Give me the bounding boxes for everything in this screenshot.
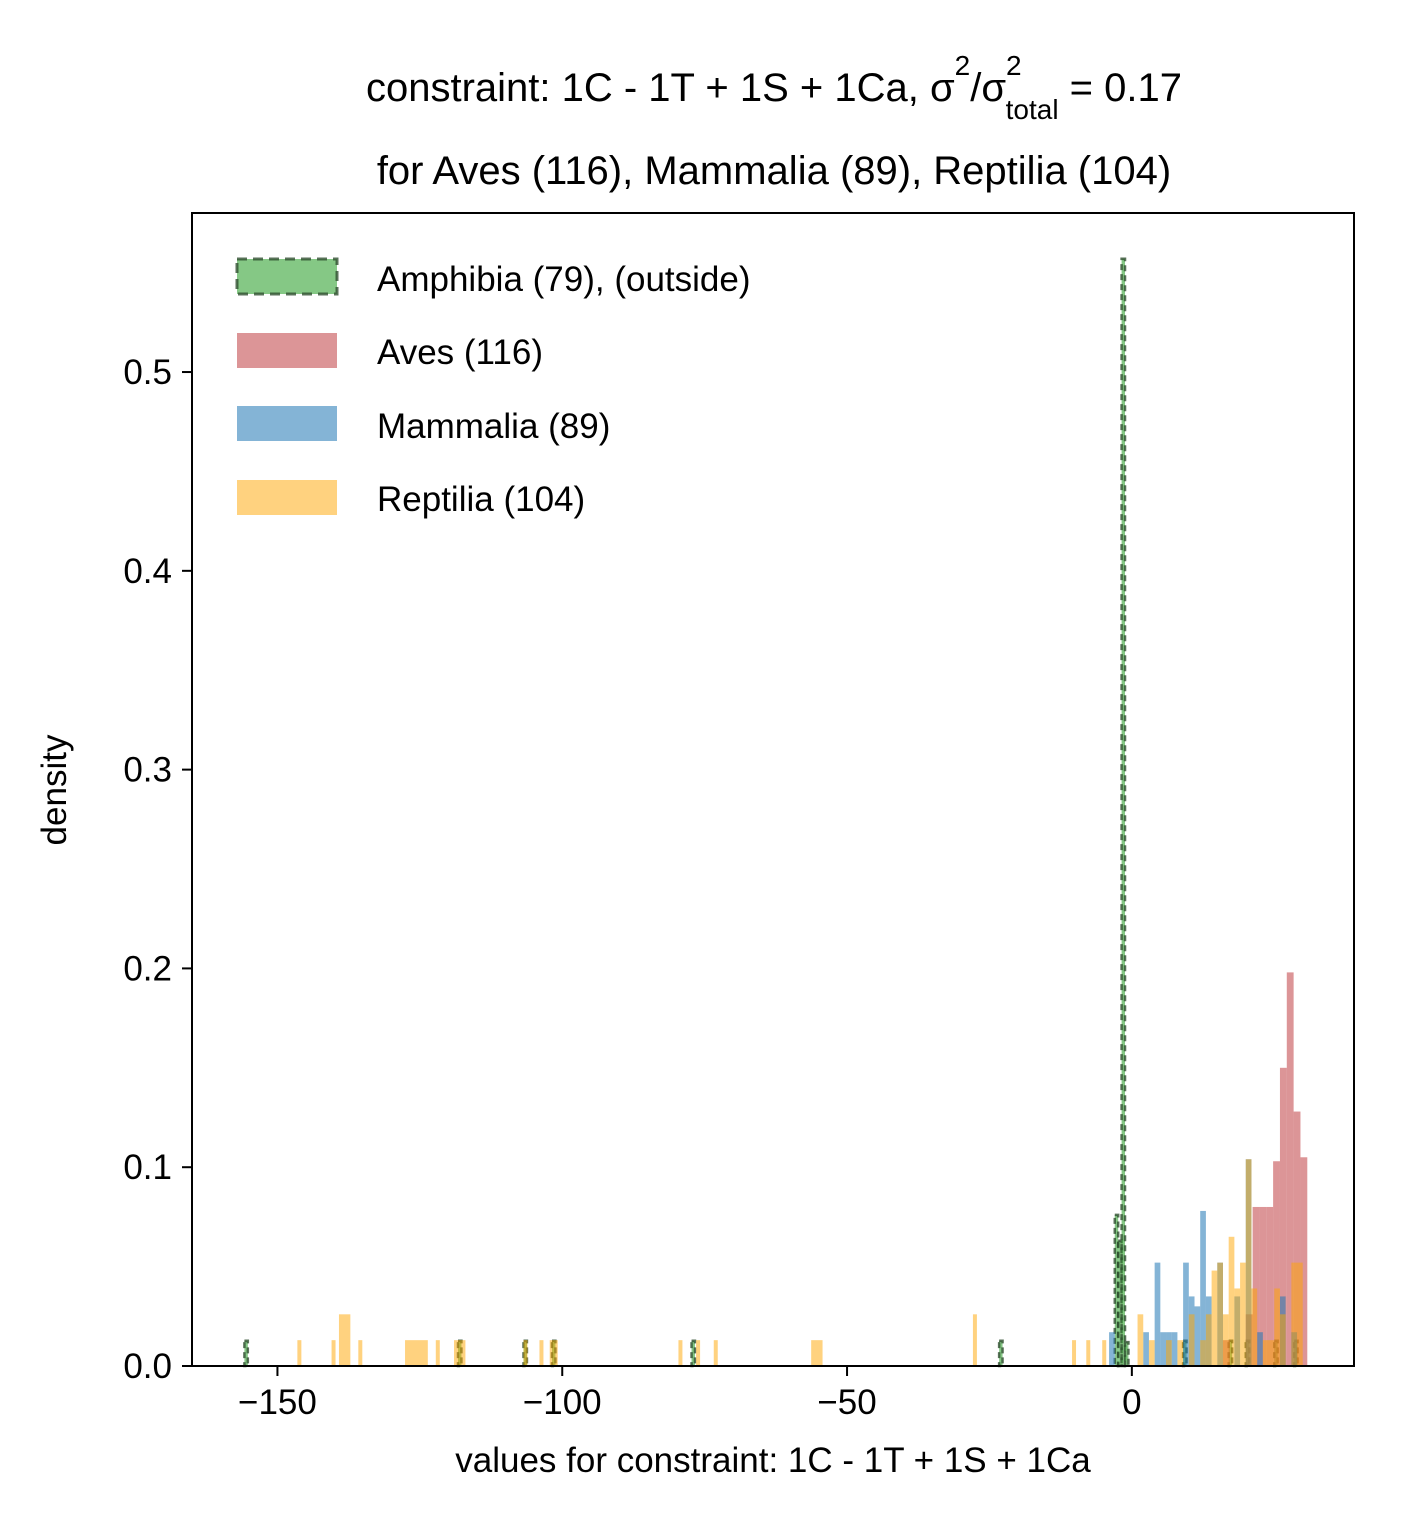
bar-reptilia-25 [1211, 1270, 1218, 1366]
bar-reptilia-33 [1262, 1340, 1269, 1366]
legend-label-aves: Aves (116) [377, 333, 543, 372]
title-superscript-2: 2 [1006, 50, 1022, 81]
axes-frame [191, 212, 1355, 1367]
bar-reptilia-31 [1245, 1159, 1252, 1366]
bar-aves-9 [1300, 1157, 1308, 1366]
chart-title-line2: for Aves (116), Mammalia (89), Reptilia … [377, 149, 1171, 193]
bar-reptilia-32 [1251, 1288, 1258, 1366]
bar-aves-7 [1286, 972, 1294, 1366]
bar-reptilia-22 [1188, 1314, 1195, 1366]
y-tick-label-4: 0.4 [123, 552, 172, 591]
bar-amphibia-6 [1113, 1213, 1120, 1368]
bar-reptilia-4 [405, 1340, 428, 1366]
x-tick-label-3: 0 [1122, 1383, 1141, 1422]
bar-reptilia-7 [523, 1340, 528, 1366]
legend-swatch-mammalia [237, 406, 337, 441]
legend-item-mammalia: Mammalia (89) [237, 406, 610, 446]
bar-mammalia-1 [1143, 1332, 1149, 1366]
y-tick-label-1: 0.1 [123, 1148, 172, 1187]
bar-reptilia-36 [1279, 1314, 1286, 1366]
bar-reptilia-10 [678, 1340, 683, 1366]
bar-aves-4 [1266, 1206, 1274, 1366]
bar-reptilia-6 [454, 1340, 466, 1366]
x-tick-label-0: −150 [238, 1383, 317, 1422]
bar-mammalia-6 [1183, 1262, 1189, 1366]
legend-swatch-aves [237, 333, 337, 368]
bar-reptilia-5 [435, 1340, 440, 1366]
bar-aves-2 [1252, 1206, 1260, 1366]
legend: Amphibia (79), (outside) Aves (116) Mamm… [235, 257, 751, 519]
bar-reptilia-27 [1222, 1314, 1229, 1366]
title-subscript-total: total [1006, 94, 1059, 125]
bar-reptilia-19 [1148, 1340, 1155, 1366]
bar-amphibia-0 [243, 1339, 250, 1368]
bar-reptilia-15 [1072, 1340, 1077, 1366]
bar-reptilia-12 [713, 1340, 718, 1366]
bar-aves-6 [1279, 1067, 1287, 1366]
bar-mammalia-14 [1257, 1332, 1263, 1366]
y-tick-label-5: 0.5 [123, 353, 172, 392]
bar-reptilia-23 [1200, 1340, 1206, 1366]
x-axis-label: values for constraint: 1C - 1T + 1S + 1C… [455, 1441, 1091, 1480]
bar-amphibia-4 [690, 1339, 697, 1368]
bar-aves-3 [1259, 1206, 1267, 1366]
legend-label-amphibia: Amphibia (79), (outside) [377, 260, 751, 299]
x-tick-label-1: −100 [523, 1383, 602, 1422]
bar-reptilia-0 [297, 1340, 302, 1366]
title-slash-sigma: /σ [970, 66, 1006, 110]
legend-swatch-reptilia [237, 480, 337, 515]
bar-reptilia-34 [1268, 1340, 1275, 1366]
bar-amphibia-5 [997, 1339, 1004, 1368]
bar-mammalia-2 [1154, 1262, 1161, 1366]
bar-mammalia-0 [1109, 1332, 1115, 1366]
bar-reptilia-2 [338, 1314, 351, 1366]
legend-label-mammalia: Mammalia (89) [377, 407, 610, 446]
bar-reptilia-9 [549, 1340, 558, 1366]
bar-mammalia-9 [1200, 1210, 1206, 1366]
title-superscript-1: 2 [955, 50, 971, 81]
bar-reptilia-17 [1102, 1340, 1107, 1366]
bar-reptilia-1 [331, 1340, 336, 1366]
bar-reptilia-18 [1137, 1314, 1144, 1366]
bar-reptilia-30 [1240, 1262, 1246, 1366]
bar-reptilia-38 [1297, 1262, 1303, 1366]
bar-mammalia-5 [1171, 1332, 1178, 1366]
bar-reptilia-28 [1228, 1236, 1235, 1366]
legend-item-amphibia: Amphibia (79), (outside) [235, 257, 751, 299]
bar-mammalia-3 [1160, 1332, 1167, 1366]
bar-reptilia-37 [1291, 1262, 1298, 1366]
bar-mammalia-8 [1194, 1306, 1201, 1366]
bar-reptilia-20 [1166, 1340, 1172, 1366]
bar-reptilia-29 [1234, 1288, 1241, 1366]
legend-item-aves: Aves (116) [237, 333, 543, 372]
bar-reptilia-26 [1217, 1262, 1223, 1366]
series-reptilia-bars [297, 1159, 1303, 1366]
legend-swatch-amphibia [235, 257, 339, 296]
y-axis-ticks: 0.0 0.1 0.2 0.3 0.4 0.5 [123, 353, 192, 1386]
chart-title-line1: constraint: 1C - 1T + 1S + 1Ca, σ2/σ2 tot… [366, 50, 1182, 125]
x-tick-label-2: −50 [817, 1383, 876, 1422]
x-axis-ticks: −150 −100 −50 0 [238, 1366, 1142, 1422]
bar-reptilia-24 [1205, 1314, 1212, 1366]
bar-aves-5 [1273, 1161, 1280, 1366]
legend-label-reptilia: Reptilia (104) [377, 480, 585, 519]
bar-amphibia-8 [1120, 257, 1127, 1368]
bar-reptilia-8 [539, 1340, 544, 1366]
title-value: = 0.17 [1059, 66, 1182, 110]
bar-reptilia-3 [358, 1340, 363, 1366]
bar-reptilia-11 [696, 1340, 701, 1366]
bar-aves-8 [1293, 1111, 1301, 1366]
y-tick-label-0: 0.0 [123, 1347, 172, 1386]
bar-reptilia-16 [1086, 1340, 1091, 1366]
bar-reptilia-14 [972, 1314, 977, 1366]
legend-item-reptilia: Reptilia (104) [237, 480, 585, 519]
bar-amphibia-9 [1123, 1340, 1130, 1368]
bar-reptilia-21 [1177, 1340, 1184, 1366]
bar-reptilia-13 [811, 1340, 823, 1366]
y-tick-label-3: 0.3 [123, 751, 172, 790]
y-tick-label-2: 0.2 [123, 949, 172, 988]
bar-reptilia-35 [1274, 1288, 1280, 1366]
y-axis-label: density [35, 734, 74, 845]
